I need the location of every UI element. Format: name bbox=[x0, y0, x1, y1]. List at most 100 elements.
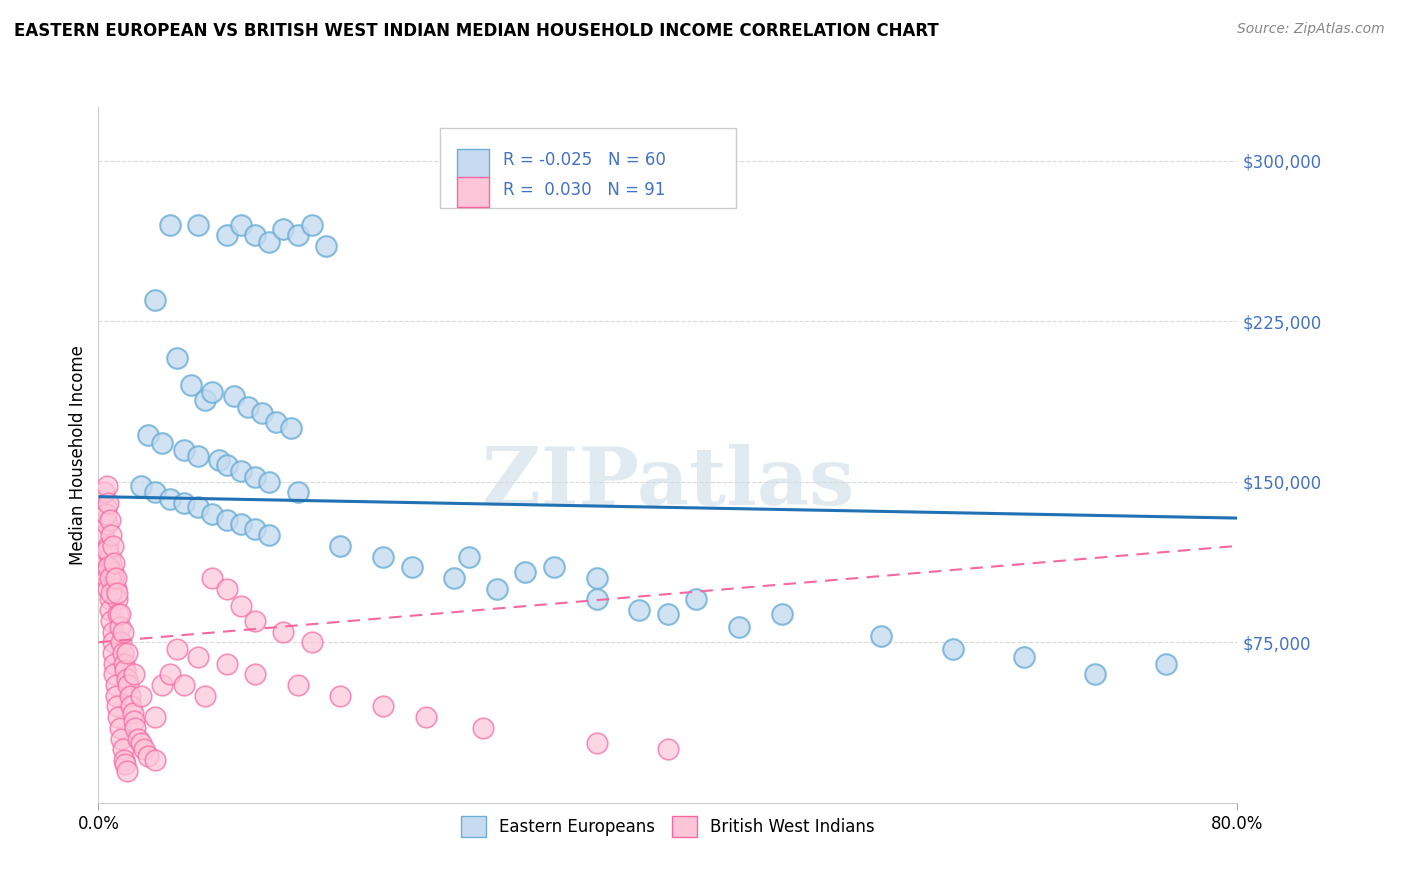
Point bbox=[110, 731, 132, 746]
Point bbox=[657, 607, 679, 622]
Point bbox=[145, 485, 167, 500]
Point bbox=[243, 228, 266, 243]
Point bbox=[287, 228, 309, 243]
Point bbox=[97, 582, 120, 596]
Point bbox=[685, 592, 707, 607]
Point bbox=[118, 689, 141, 703]
Point bbox=[215, 513, 238, 527]
Point bbox=[194, 689, 217, 703]
Point bbox=[132, 742, 155, 756]
Point bbox=[870, 629, 893, 643]
Point bbox=[122, 667, 145, 681]
Legend: Eastern Europeans, British West Indians: Eastern Europeans, British West Indians bbox=[454, 810, 882, 843]
Point bbox=[98, 603, 121, 617]
Point bbox=[273, 222, 295, 236]
Point bbox=[215, 582, 238, 596]
Point bbox=[107, 710, 129, 724]
Point bbox=[371, 549, 394, 564]
Point bbox=[243, 522, 266, 536]
Point bbox=[108, 620, 131, 634]
Point bbox=[152, 678, 174, 692]
Point bbox=[415, 710, 437, 724]
Bar bbox=[457, 149, 489, 178]
Point bbox=[91, 528, 114, 542]
Point bbox=[942, 641, 965, 656]
Point bbox=[215, 458, 238, 472]
Point bbox=[471, 721, 494, 735]
Point bbox=[96, 543, 118, 558]
Point bbox=[93, 549, 115, 564]
Point bbox=[457, 549, 479, 564]
Point bbox=[1012, 650, 1035, 665]
Point bbox=[124, 721, 146, 735]
Point bbox=[280, 421, 302, 435]
Point bbox=[103, 571, 125, 585]
Point bbox=[287, 485, 309, 500]
Point bbox=[259, 475, 281, 489]
Text: R =  0.030   N = 91: R = 0.030 N = 91 bbox=[503, 181, 665, 199]
Point bbox=[117, 678, 139, 692]
Bar bbox=[457, 178, 489, 207]
Point bbox=[1154, 657, 1177, 671]
Point bbox=[98, 513, 121, 527]
Point bbox=[96, 479, 118, 493]
Point bbox=[96, 517, 118, 532]
Point bbox=[250, 406, 273, 420]
Point bbox=[129, 689, 152, 703]
Point bbox=[215, 657, 238, 671]
Point bbox=[112, 657, 135, 671]
Point bbox=[127, 731, 149, 746]
Point bbox=[103, 556, 125, 570]
Point bbox=[628, 603, 651, 617]
Point bbox=[229, 218, 252, 232]
Point bbox=[770, 607, 793, 622]
Point bbox=[110, 635, 132, 649]
Point bbox=[111, 646, 134, 660]
Point bbox=[180, 378, 202, 392]
Point bbox=[104, 571, 127, 585]
Point bbox=[259, 235, 281, 249]
Point bbox=[101, 624, 124, 639]
Point bbox=[585, 571, 607, 585]
Point bbox=[728, 620, 751, 634]
Point bbox=[120, 699, 142, 714]
Point bbox=[243, 667, 266, 681]
Point bbox=[173, 442, 195, 457]
Point bbox=[103, 667, 125, 681]
Point bbox=[187, 218, 209, 232]
Point bbox=[104, 582, 127, 596]
Point bbox=[145, 710, 167, 724]
Point bbox=[194, 393, 217, 408]
Point bbox=[208, 453, 231, 467]
Point bbox=[243, 614, 266, 628]
Point bbox=[129, 479, 152, 493]
Point bbox=[98, 549, 121, 564]
Point bbox=[201, 507, 224, 521]
Point bbox=[98, 592, 121, 607]
Text: ZIPatlas: ZIPatlas bbox=[482, 443, 853, 522]
Point bbox=[94, 500, 117, 515]
Point bbox=[97, 496, 120, 510]
Point bbox=[515, 565, 537, 579]
Point bbox=[101, 646, 124, 660]
Point bbox=[115, 672, 138, 686]
Point bbox=[93, 485, 115, 500]
Point bbox=[215, 228, 238, 243]
Point bbox=[222, 389, 245, 403]
Point bbox=[301, 635, 323, 649]
FancyBboxPatch shape bbox=[440, 128, 737, 208]
Point bbox=[105, 699, 128, 714]
Point bbox=[266, 415, 288, 429]
Point bbox=[111, 624, 134, 639]
Point bbox=[401, 560, 423, 574]
Point bbox=[159, 667, 181, 681]
Point bbox=[129, 736, 152, 750]
Point bbox=[112, 753, 135, 767]
Point bbox=[103, 657, 125, 671]
Point bbox=[201, 384, 224, 399]
Point bbox=[100, 614, 122, 628]
Point bbox=[159, 218, 181, 232]
Text: Source: ZipAtlas.com: Source: ZipAtlas.com bbox=[1237, 22, 1385, 37]
Point bbox=[1084, 667, 1107, 681]
Point bbox=[107, 607, 129, 622]
